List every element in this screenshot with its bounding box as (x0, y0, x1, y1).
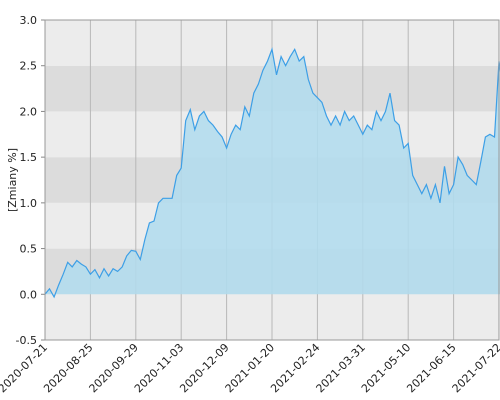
line (44, 47, 500, 299)
y-axis-label: [Zmiany %] (6, 148, 19, 212)
y-tick-label: 3.0 (20, 14, 38, 27)
y-tick-label: 2.5 (20, 60, 38, 73)
y-tick-label: 2.0 (20, 105, 38, 118)
plot-frame (44, 19, 500, 341)
y-tick-label: 1.0 (20, 197, 38, 210)
y-tick-label: -0.5 (16, 334, 37, 347)
y-tick-label: 0.5 (20, 243, 38, 256)
y-tick-label: 0.0 (20, 288, 38, 301)
y-tick-label: 1.5 (20, 151, 38, 164)
area (45, 49, 500, 297)
